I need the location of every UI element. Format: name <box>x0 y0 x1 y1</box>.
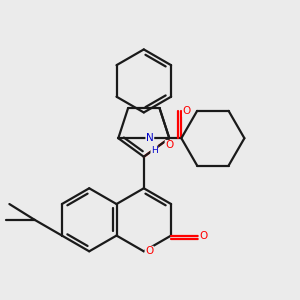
Text: O: O <box>145 246 153 256</box>
Text: O: O <box>183 106 191 116</box>
Text: O: O <box>199 231 207 241</box>
Text: O: O <box>165 140 173 150</box>
Text: H: H <box>151 146 158 155</box>
Text: N: N <box>146 133 154 143</box>
